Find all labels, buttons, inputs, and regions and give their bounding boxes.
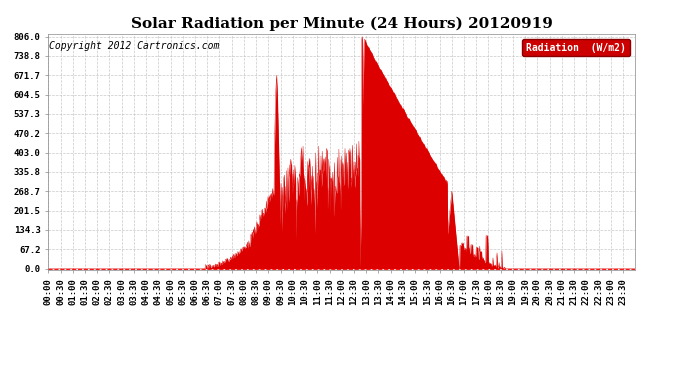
Title: Solar Radiation per Minute (24 Hours) 20120919: Solar Radiation per Minute (24 Hours) 20… — [130, 17, 553, 31]
Legend: Radiation  (W/m2): Radiation (W/m2) — [522, 39, 630, 56]
Text: Copyright 2012 Cartronics.com: Copyright 2012 Cartronics.com — [50, 41, 220, 51]
